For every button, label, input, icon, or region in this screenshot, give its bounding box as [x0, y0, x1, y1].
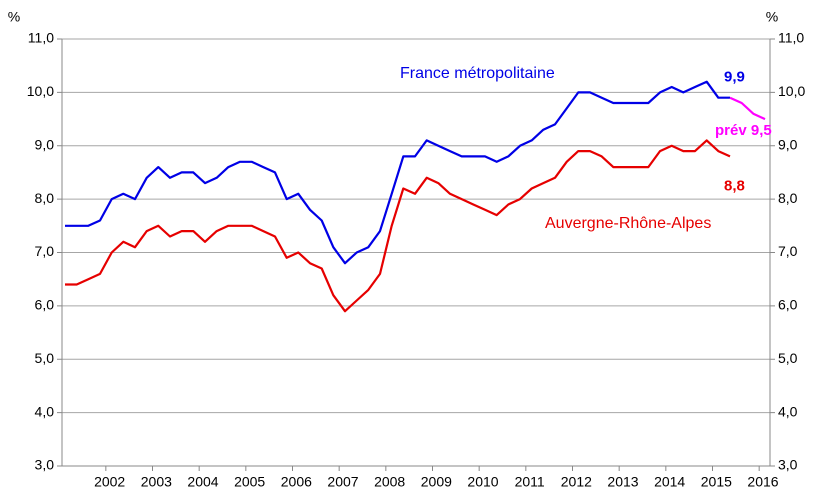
x-tick-label: 2015: [701, 474, 732, 490]
y2-tick-label: 9,0: [778, 136, 798, 152]
x-tick-label: 2013: [607, 474, 638, 490]
x-tick-label: 2007: [327, 474, 358, 490]
x-tick-label: 2014: [654, 474, 685, 490]
x-tick-label: 2009: [421, 474, 452, 490]
y2-tick-label: 4,0: [778, 403, 798, 419]
series-line: [65, 139, 731, 313]
series-label: Auvergne-Rhône-Alpes: [545, 215, 711, 232]
y2-tick-label: 7,0: [778, 243, 798, 259]
x-tick-label: 2012: [561, 474, 592, 490]
x-tick-label: 2004: [187, 474, 218, 490]
x-tick-label: 2003: [141, 474, 172, 490]
y2-tick-label: 3,0: [778, 457, 798, 473]
y-tick-label: 7,0: [35, 243, 55, 259]
x-tick-label: 2005: [234, 474, 265, 490]
y-tick-label: 8,0: [35, 190, 55, 206]
y-tick-label: 10,0: [27, 83, 54, 99]
y-tick-label: 6,0: [35, 297, 55, 313]
y-axis-label: %: [8, 9, 20, 25]
x-tick-label: 2010: [467, 474, 498, 490]
y2-tick-label: 6,0: [778, 297, 798, 313]
x-tick-label: 2011: [515, 474, 545, 490]
y2-axis-label: %: [766, 9, 778, 25]
y-tick-label: 3,0: [35, 457, 55, 473]
series-line: [729, 96, 766, 121]
y-tick-label: 9,0: [35, 136, 55, 152]
series-label: France métropolitaine: [400, 65, 555, 82]
value-label: prév 9,5: [715, 122, 772, 139]
y2-tick-label: 5,0: [778, 350, 798, 366]
value-label: 9,9: [724, 69, 745, 86]
value-label: 8,8: [724, 177, 745, 194]
y-tick-label: 5,0: [35, 350, 55, 366]
x-tick-label: 2002: [94, 474, 125, 490]
x-tick-label: 2006: [281, 474, 312, 490]
x-tick-label: 2008: [374, 474, 405, 490]
series-line: [65, 80, 730, 265]
y2-tick-label: 10,0: [778, 83, 805, 99]
y-tick-label: 4,0: [35, 403, 55, 419]
y-tick-label: 11,0: [28, 30, 54, 46]
y2-tick-label: 8,0: [778, 190, 798, 206]
y2-tick-label: 11,0: [778, 30, 804, 46]
x-tick-label: 2016: [747, 474, 778, 490]
